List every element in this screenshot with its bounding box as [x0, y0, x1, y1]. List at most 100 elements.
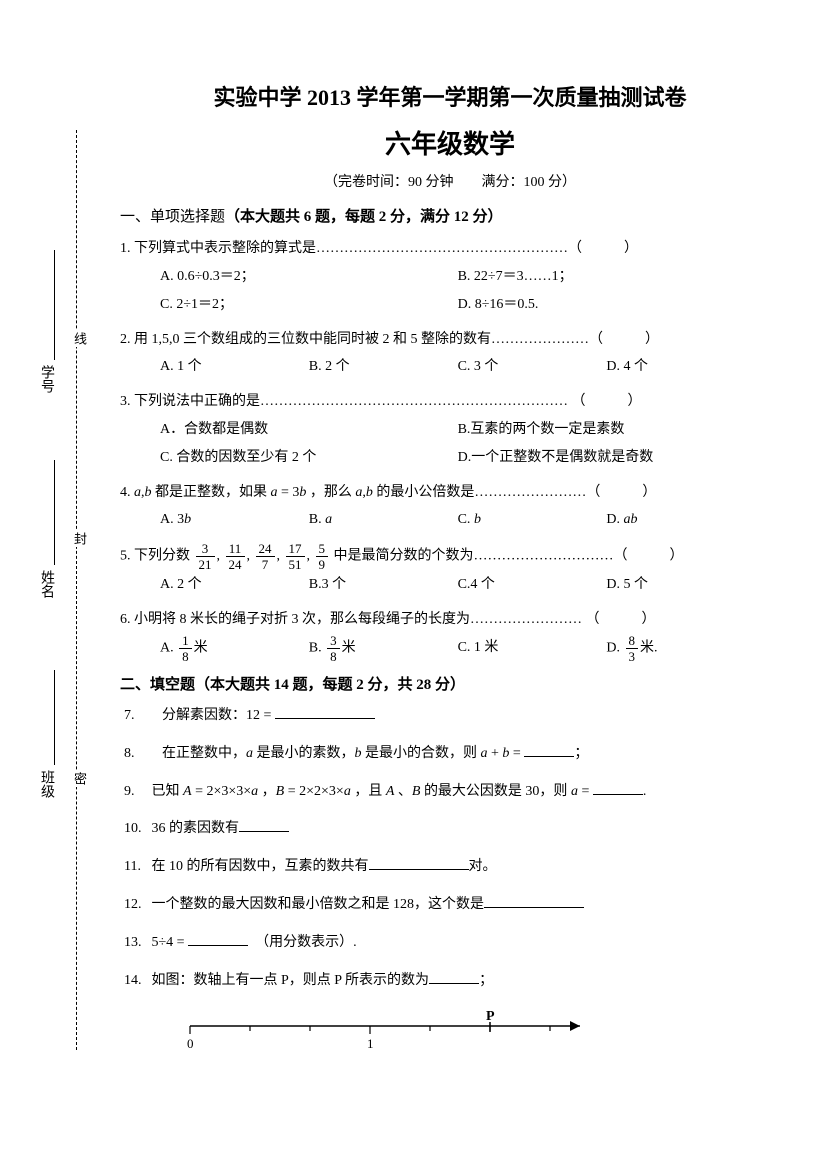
- f8-pre: 在正整数中，: [162, 746, 246, 761]
- fill-12: 12. 一个整数的最大因数和最小倍数之和是 128，这个数是: [120, 893, 780, 917]
- binding-margin: 密 封 线 班级 姓名 学号: [36, 130, 96, 1050]
- fill-9: 9. 已知 A = 2×3×3×a ，B = 2×2×3×a ，且 A 、B 的…: [120, 780, 780, 804]
- q4-optB: B. a: [309, 506, 458, 534]
- f8-mid1: 是最小的素数，: [257, 746, 355, 761]
- f13-num: 13.: [124, 931, 148, 955]
- f14-num: 14.: [124, 969, 148, 993]
- q3-optD: D.一个正整数不是偶数就是奇数: [458, 444, 756, 472]
- q2-optD: D. 4 个: [606, 353, 755, 381]
- q3-optA: A．合数都是偶数: [160, 416, 458, 444]
- q5-suffix: 中是最简分数的个数为…………………………（ ）: [334, 549, 684, 564]
- question-5: 5. 下列分数 321, 1124, 247, 1751, 59 中是最简分数的…: [120, 542, 780, 599]
- f11-end: 对。: [469, 859, 497, 874]
- q1-optD: D. 8÷16＝0.5.: [458, 291, 756, 319]
- fill-11: 11. 在 10 的所有因数中，互素的数共有 对。: [120, 855, 780, 879]
- q4-body2: ，那么: [310, 485, 352, 500]
- f12-text: 一个整数的最大因数和最小倍数之和是 128，这个数是: [152, 897, 485, 912]
- svg-text:1: 1: [367, 1036, 374, 1051]
- q6-optA: A. 18米: [160, 634, 309, 663]
- f12-blank: [484, 894, 584, 908]
- q5-text: 5. 下列分数 321, 1124, 247, 1751, 59 中是最简分数的…: [120, 542, 780, 571]
- f14-blank: [429, 970, 479, 984]
- q3-optC: C. 合数的因数至少有 2 个: [160, 444, 458, 472]
- q4-body3: 的最小公倍数是……………………（ ）: [376, 485, 656, 500]
- q5-f5: 59: [316, 542, 329, 571]
- f8-num: 8.: [124, 742, 148, 766]
- f10-text: 36 的素因数有: [152, 821, 240, 836]
- binding-underline-class: [54, 670, 55, 765]
- q5-prefix: 5. 下列分数: [120, 549, 190, 564]
- binding-label-xian: 线: [70, 330, 89, 347]
- f7-text: 分解素因数：12 =: [162, 708, 271, 723]
- f11-pre: 在 10 的所有因数中，互素的数共有: [152, 859, 369, 874]
- q5-f4: 1751: [286, 542, 305, 571]
- binding-dashed-line: [76, 130, 77, 1050]
- question-3: 3. 下列说法中正确的是………………………………………………………… （ ） A…: [120, 389, 780, 472]
- f9-pre: 已知: [152, 784, 180, 799]
- q3-optB: B.互素的两个数一定是素数: [458, 416, 756, 444]
- f13-end: （用分数表示）.: [262, 935, 357, 950]
- f8-end: ；: [574, 746, 588, 761]
- q5-optA: A. 2 个: [160, 571, 309, 599]
- f10-num: 10.: [124, 817, 148, 841]
- binding-label-feng: 封: [70, 530, 89, 547]
- q4-optD: D. ab: [606, 506, 755, 534]
- fill-7: 7. 分解素因数：12 =: [120, 704, 780, 728]
- fill-14: 14. 如图：数轴上有一点 P，则点 P 所表示的数为；: [120, 969, 780, 993]
- q6-optC: C. 1 米: [458, 634, 607, 663]
- section-1-header: 一、单项选择题（本大题共 6 题，每题 2 分，满分 12 分）: [120, 205, 780, 226]
- q4-text: 4. a,b 都是正整数，如果 a = 3b ，那么 a,b 的最小公倍数是………: [120, 480, 780, 507]
- f9-end: 的最大公因数是 30，则: [424, 784, 568, 799]
- q4-prefix: 4.: [120, 485, 134, 500]
- question-4: 4. a,b 都是正整数，如果 a = 3b ，那么 a,b 的最小公倍数是………: [120, 480, 780, 535]
- svg-text:P: P: [486, 1009, 495, 1024]
- section-1-prefix: 一、单项选择题: [120, 209, 225, 225]
- fill-8: 8. 在正整数中，a 是最小的素数，b 是最小的合数，则 a + b = ；: [120, 742, 780, 766]
- binding-field-name: 姓名: [36, 570, 56, 598]
- q6-optB: B. 38米: [309, 634, 458, 663]
- q6-optD: D. 83米.: [606, 634, 755, 663]
- q5-f1: 321: [196, 542, 215, 571]
- q5-optD: D. 5 个: [606, 571, 755, 599]
- fill-13: 13. 5÷4 = （用分数表示）.: [120, 931, 780, 955]
- f7-blank: [275, 705, 375, 719]
- q4-body1: 都是正整数，如果: [155, 485, 267, 500]
- f14-pre: 如图：数轴上有一点 P，则点 P 所表示的数为: [152, 973, 430, 988]
- q1-optC: C. 2÷1＝2；: [160, 291, 458, 319]
- f8-mid2: 是最小的合数，则: [365, 746, 477, 761]
- f12-num: 12.: [124, 893, 148, 917]
- q5-optC: C.4 个: [458, 571, 607, 599]
- fill-10: 10. 36 的素因数有: [120, 817, 780, 841]
- page-content: 实验中学 2013 学年第一学期第一次质量抽测试卷 六年级数学 （完卷时间：90…: [120, 80, 780, 1056]
- f8-blank: [524, 743, 574, 757]
- q5-f3: 247: [256, 542, 275, 571]
- f10-blank: [239, 818, 289, 832]
- binding-underline-name: [54, 460, 55, 565]
- f13-blank: [188, 932, 248, 946]
- q6-text: 6. 小明将 8 米长的绳子对折 3 次，那么每段绳子的长度为…………………… …: [120, 607, 780, 634]
- q2-optC: C. 3 个: [458, 353, 607, 381]
- binding-underline-id: [54, 250, 55, 360]
- section-1-bold: （本大题共 6 题，每题 2 分，满分 12 分）: [225, 209, 503, 225]
- question-6: 6. 小明将 8 米长的绳子对折 3 次，那么每段绳子的长度为…………………… …: [120, 607, 780, 663]
- q4-optC: C. b: [458, 506, 607, 534]
- q4-ab: a: [134, 485, 141, 500]
- question-1: 1. 下列算式中表示整除的算式是………………………………………………（ ） A.…: [120, 236, 780, 319]
- f11-num: 11.: [124, 855, 148, 879]
- q2-optB: B. 2 个: [309, 353, 458, 381]
- f13-pre: 5÷4 =: [152, 935, 185, 950]
- binding-label-mi: 密: [70, 770, 89, 787]
- f9-blank: [593, 781, 643, 795]
- question-2: 2. 用 1,5,0 三个数组成的三位数中能同时被 2 和 5 整除的数有…………: [120, 327, 780, 382]
- exam-title-2: 六年级数学: [120, 124, 780, 161]
- binding-field-class: 班级: [36, 770, 56, 798]
- f11-blank: [369, 856, 469, 870]
- f9-mid: ，且: [354, 784, 382, 799]
- q3-text: 3. 下列说法中正确的是………………………………………………………… （ ）: [120, 389, 780, 416]
- f9-num: 9.: [124, 780, 148, 804]
- svg-text:0: 0: [187, 1036, 194, 1051]
- section-2-header: 二、填空题（本大题共 14 题，每题 2 分，共 28 分）: [120, 673, 780, 694]
- f7-num: 7.: [124, 704, 148, 728]
- q5-optB: B.3 个: [309, 571, 458, 599]
- q2-text: 2. 用 1,5,0 三个数组成的三位数中能同时被 2 和 5 整除的数有…………: [120, 327, 780, 354]
